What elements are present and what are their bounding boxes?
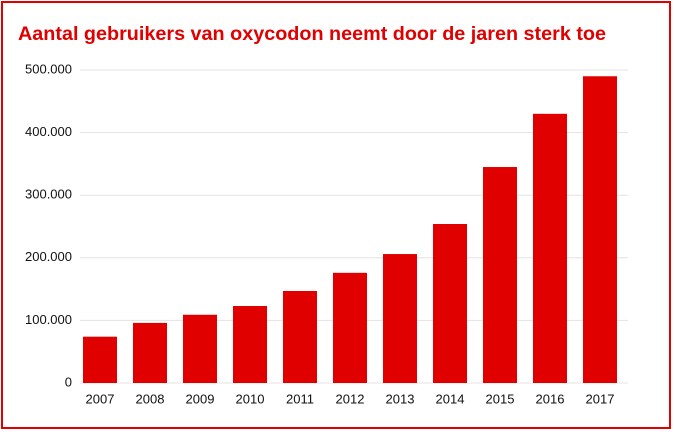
- y-tick-label: 400.000: [25, 124, 72, 139]
- x-tick-label: 2016: [536, 391, 565, 406]
- bar: [233, 306, 267, 383]
- y-tick-label: 200.000: [25, 249, 72, 264]
- y-tick-label: 500.000: [25, 61, 72, 76]
- bar: [583, 76, 617, 383]
- bar: [133, 322, 167, 383]
- x-tick-label: 2017: [586, 391, 615, 406]
- x-tick-label: 2010: [236, 391, 265, 406]
- x-tick-label: 2013: [386, 391, 415, 406]
- bar: [383, 254, 417, 383]
- y-tick-label: 0: [65, 374, 72, 389]
- y-tick-label: 300.000: [25, 187, 72, 202]
- bar: [183, 314, 217, 383]
- y-tick-label: 100.000: [25, 312, 72, 327]
- x-tick-label: 2015: [486, 391, 515, 406]
- bar: [83, 336, 117, 383]
- x-tick-label: 2007: [86, 391, 115, 406]
- bar: [433, 223, 467, 383]
- x-tick-label: 2012: [336, 391, 365, 406]
- x-tick-label: 2014: [436, 391, 465, 406]
- chart-title: Aantal gebruikers van oxycodon neemt doo…: [18, 24, 606, 45]
- bar: [483, 167, 517, 383]
- bar: [283, 290, 317, 383]
- x-tick-label: 2011: [286, 391, 314, 406]
- x-tick-label: 2008: [136, 391, 165, 406]
- bar: [533, 113, 567, 383]
- bar: [333, 272, 367, 383]
- x-tick-label: 2009: [186, 391, 215, 406]
